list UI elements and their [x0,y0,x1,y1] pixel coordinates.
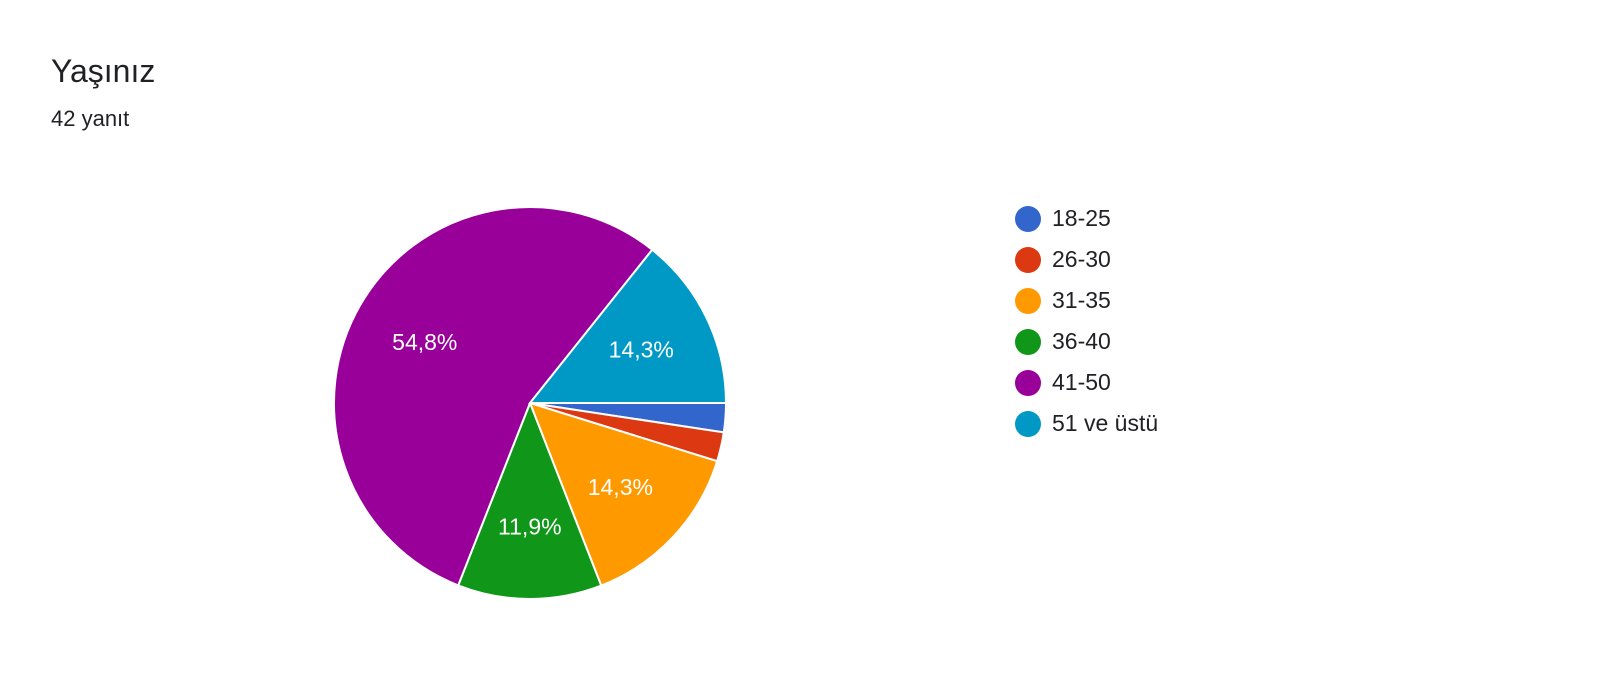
pie-slice-51-ve-üstü[interactable] [527,248,728,404]
slice-label: 11,9% [498,513,562,539]
response-count: 42 yanıt [51,106,130,131]
slice-label: 14,3% [588,474,653,500]
legend-label: 18-25 [1052,205,1111,231]
legend-label: 26-30 [1052,246,1111,272]
legend-item[interactable]: 31-35 [1015,280,1158,321]
legend-item[interactable]: 36-40 [1015,321,1158,362]
slice-label: 54,8% [392,329,457,355]
pie-slice-36-40[interactable] [456,400,603,600]
legend-swatch [1015,287,1041,314]
legend-item[interactable]: 26-30 [1015,239,1158,280]
legend-item[interactable]: 51 ve üstü [1015,403,1158,444]
legend-swatch [1015,205,1041,232]
legend-label: 36-40 [1052,328,1111,354]
pie-slice-41-50[interactable] [333,206,654,587]
legend-item[interactable]: 18-25 [1015,198,1158,239]
legend-swatch [1015,328,1041,355]
legend-swatch [1015,410,1041,437]
chart-legend: 18-25 26-30 31-35 36-40 41-50 51 ve üstü [1015,198,1158,444]
legend-label: 31-35 [1052,287,1111,313]
legend-swatch [1015,369,1041,396]
pie-slice-31-35[interactable] [528,401,719,587]
legend-label: 51 ve üstü [1052,410,1159,436]
slice-label: 14,3% [609,336,674,362]
legend-swatch [1015,246,1041,273]
chart-title: Yaşınız [51,53,156,89]
legend-label: 41-50 [1052,369,1111,395]
legend-item[interactable]: 41-50 [1015,362,1158,403]
